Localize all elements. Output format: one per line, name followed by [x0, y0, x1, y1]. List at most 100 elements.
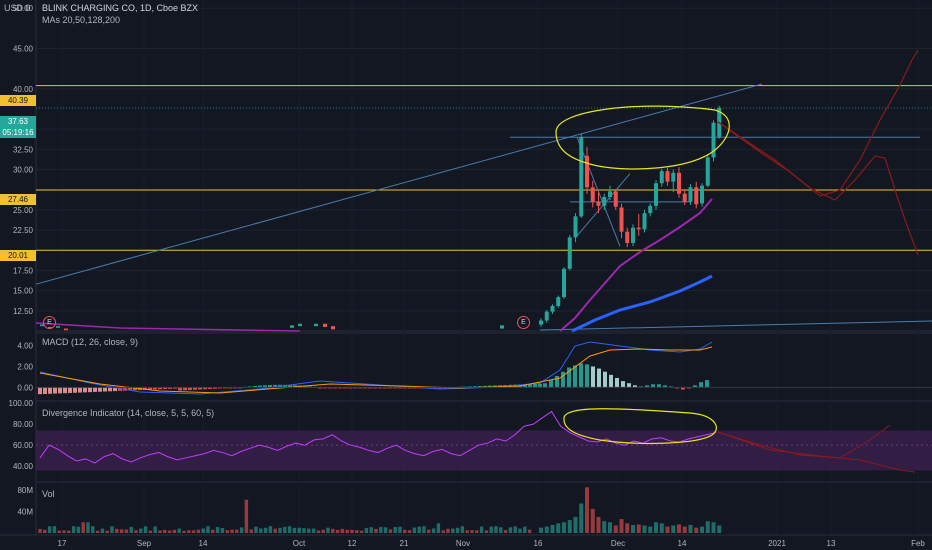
ma-line-blue	[571, 274, 713, 333]
projection-div-2	[717, 431, 916, 473]
macd-histogram-bar	[128, 387, 132, 391]
macd-histogram-bar	[657, 384, 661, 388]
macd-histogram-bar	[318, 387, 322, 389]
volume-bar	[225, 530, 229, 533]
time-tick-label: Nov	[456, 539, 470, 548]
time-tick-label: Dec	[611, 539, 625, 548]
candle-body	[556, 297, 561, 306]
macd-histogram-bar	[473, 386, 477, 388]
macd-legend[interactable]: MACD (12, 26, close, 9)	[42, 337, 139, 347]
volume-bar	[350, 529, 354, 533]
volume-bar	[153, 526, 157, 533]
volume-bar	[331, 528, 335, 533]
ma-legend[interactable]: MAs 20,50,128,200	[42, 15, 121, 25]
currency-value: 0	[25, 3, 31, 13]
axis-ticks: 50.0045.0040.0035.0032.5030.0025.0022.50…	[9, 4, 34, 516]
volume-bar	[717, 525, 722, 533]
volume-bar	[172, 529, 177, 533]
volume-bar	[407, 530, 412, 533]
macd-histogram-bar	[488, 385, 492, 388]
volume-bar	[484, 530, 489, 533]
time-tick-label: Feb	[911, 539, 925, 548]
macd-histogram-bar	[523, 384, 527, 388]
volume-bar	[211, 529, 215, 533]
macd-histogram-bar	[178, 387, 182, 391]
currency-label[interactable]: USD 0	[4, 3, 31, 13]
volume-bar	[590, 508, 595, 533]
candle-body	[562, 268, 566, 298]
macd-histogram-bar	[705, 380, 709, 388]
macd-histogram-bar	[687, 387, 691, 389]
price-tag-level-high: 40.39	[0, 95, 36, 106]
macd-histogram-bar	[573, 365, 577, 388]
divergence-legend[interactable]: Divergence Indicator (14, close, 5, 5, 6…	[42, 408, 215, 418]
macd-histogram-bar	[478, 385, 482, 388]
volume-bar	[283, 526, 287, 533]
price-tick-label: 12.50	[13, 307, 34, 316]
volume-bar	[321, 529, 325, 533]
candle-body	[636, 227, 641, 230]
macd-histogram-bar	[443, 387, 447, 389]
volume-bar	[163, 529, 167, 533]
currency-code: USD	[4, 3, 24, 13]
volume-legend[interactable]: Vol	[42, 489, 55, 499]
volume-bar	[539, 527, 543, 533]
volume-bar	[642, 525, 647, 533]
macd-histogram-bar	[438, 387, 442, 389]
time-tick-label: 16	[534, 539, 543, 548]
macd-histogram-bar	[53, 387, 57, 394]
macd-histogram-bar	[615, 377, 619, 388]
volume-bar	[503, 530, 508, 533]
volume-bar	[71, 526, 76, 533]
volume-bar	[273, 528, 277, 533]
macd-tick-label: 0.00	[17, 383, 33, 392]
candle-body	[619, 207, 624, 232]
macd-histogram-bar	[549, 380, 553, 388]
volume-bar	[297, 527, 301, 533]
divergence-tick-label: 40.00	[13, 462, 34, 471]
volume-bar	[648, 526, 653, 533]
divergence-band	[36, 430, 932, 471]
earnings-marker-1[interactable]: E	[43, 316, 56, 329]
volume-bar	[427, 529, 431, 533]
macd-histogram-bar	[188, 387, 192, 391]
volume-bar	[95, 530, 100, 533]
macd-histogram-bar	[468, 386, 472, 388]
macd-histogram-bar	[248, 386, 252, 388]
candle-body	[705, 157, 710, 186]
candle-body	[671, 172, 676, 182]
macd-histogram-bar	[98, 387, 102, 392]
macd-histogram-bar	[148, 387, 152, 390]
volume-bar	[374, 528, 378, 533]
volume-bar	[608, 522, 612, 533]
price-tick-label: 32.50	[13, 145, 34, 154]
early-candle	[40, 324, 44, 327]
macd-tick-label: 4.00	[17, 342, 33, 351]
volume-bar	[287, 526, 292, 533]
candle-body	[602, 196, 607, 206]
moving-averages	[35, 198, 713, 333]
candle-body	[648, 205, 653, 214]
volume-bar	[47, 526, 52, 533]
time-tick-label: 21	[400, 539, 409, 548]
macd-histogram-bar	[153, 387, 157, 390]
earnings-marker-2[interactable]: E	[517, 316, 530, 329]
macd-histogram-bar	[579, 363, 583, 388]
macd-histogram-bar	[621, 381, 625, 388]
trend-line-long	[35, 83, 763, 285]
volume-bar	[316, 530, 321, 533]
time-tick-label: Sep	[137, 539, 152, 548]
volume-bar	[134, 530, 138, 533]
price-tag-last: 37.63	[0, 116, 36, 127]
ma-line-early	[35, 322, 301, 332]
volume-bar	[263, 527, 268, 533]
volume-bar	[688, 524, 693, 533]
macd-histogram-bar	[173, 387, 177, 389]
macd-series	[36, 341, 932, 395]
price-tag-countdown: 05:19:16	[0, 127, 36, 138]
projection-line-2	[717, 121, 919, 256]
symbol-title[interactable]: BLINK CHARGING CO, 1D, Cboe BZX	[42, 3, 199, 13]
time-tick-label: 14	[678, 539, 687, 548]
candle-body	[659, 171, 664, 184]
